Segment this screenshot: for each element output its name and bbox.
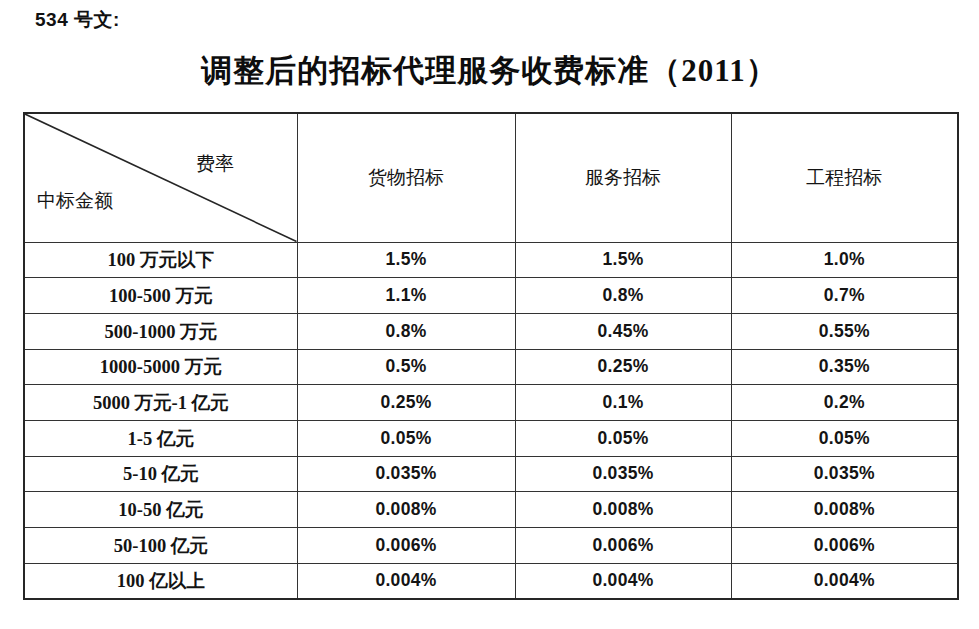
table-row: 50-100 亿元 0.006% 0.006% 0.006% xyxy=(24,528,958,564)
rate-service: 0.004% xyxy=(515,563,731,599)
table-row: 100 万元以下 1.5% 1.5% 1.0% xyxy=(24,242,958,278)
row-label: 1-5 亿元 xyxy=(24,420,297,456)
rate-service: 1.5% xyxy=(515,242,731,278)
corner-label-fee-rate: 费率 xyxy=(196,151,234,177)
rate-goods: 0.006% xyxy=(297,528,515,564)
diagonal-divider-line xyxy=(25,114,297,242)
row-label: 500-1000 万元 xyxy=(24,313,297,349)
rate-goods: 0.5% xyxy=(297,349,515,385)
document-page: 534 号文: 调整后的招标代理服务收费标准（2011） 费率 中标金额 货物招… xyxy=(0,0,979,629)
rate-engineering: 0.004% xyxy=(731,563,958,599)
table-header-row: 费率 中标金额 货物招标 服务招标 工程招标 xyxy=(24,113,958,242)
rate-goods: 0.004% xyxy=(297,563,515,599)
row-label: 5-10 亿元 xyxy=(24,456,297,492)
rate-service: 0.035% xyxy=(515,456,731,492)
rate-goods: 1.1% xyxy=(297,278,515,314)
corner-header-cell: 费率 中标金额 xyxy=(24,113,297,242)
table-row: 5-10 亿元 0.035% 0.035% 0.035% xyxy=(24,456,958,492)
row-label: 5000 万元-1 亿元 xyxy=(24,385,297,421)
rate-goods: 0.8% xyxy=(297,313,515,349)
page-title: 调整后的招标代理服务收费标准（2011） xyxy=(0,50,979,92)
rate-service: 0.1% xyxy=(515,385,731,421)
column-header-service: 服务招标 xyxy=(515,113,731,242)
fee-rate-table: 费率 中标金额 货物招标 服务招标 工程招标 100 万元以下 1.5% 1.5… xyxy=(23,112,959,600)
rate-service: 0.45% xyxy=(515,313,731,349)
table-row: 10-50 亿元 0.008% 0.008% 0.008% xyxy=(24,492,958,528)
rate-goods: 0.05% xyxy=(297,420,515,456)
rate-engineering: 0.008% xyxy=(731,492,958,528)
column-header-engineering: 工程招标 xyxy=(731,113,958,242)
rate-engineering: 0.7% xyxy=(731,278,958,314)
rate-service: 0.25% xyxy=(515,349,731,385)
doc-reference-number: 534 号文: xyxy=(35,7,120,33)
row-label: 100 亿以上 xyxy=(24,563,297,599)
rate-engineering: 1.0% xyxy=(731,242,958,278)
rate-service: 0.8% xyxy=(515,278,731,314)
table-row: 1000-5000 万元 0.5% 0.25% 0.35% xyxy=(24,349,958,385)
rate-engineering: 0.2% xyxy=(731,385,958,421)
row-label: 50-100 亿元 xyxy=(24,528,297,564)
table-row: 500-1000 万元 0.8% 0.45% 0.55% xyxy=(24,313,958,349)
table-row: 100-500 万元 1.1% 0.8% 0.7% xyxy=(24,278,958,314)
row-label: 100-500 万元 xyxy=(24,278,297,314)
row-label: 10-50 亿元 xyxy=(24,492,297,528)
column-header-goods: 货物招标 xyxy=(297,113,515,242)
rate-engineering: 0.006% xyxy=(731,528,958,564)
rate-goods: 0.035% xyxy=(297,456,515,492)
rate-engineering: 0.35% xyxy=(731,349,958,385)
rate-engineering: 0.55% xyxy=(731,313,958,349)
table-row: 5000 万元-1 亿元 0.25% 0.1% 0.2% xyxy=(24,385,958,421)
corner-label-bid-amount: 中标金额 xyxy=(37,188,113,214)
rate-service: 0.05% xyxy=(515,420,731,456)
rate-goods: 0.008% xyxy=(297,492,515,528)
table-row: 1-5 亿元 0.05% 0.05% 0.05% xyxy=(24,420,958,456)
table-row: 100 亿以上 0.004% 0.004% 0.004% xyxy=(24,563,958,599)
rate-goods: 0.25% xyxy=(297,385,515,421)
rate-service: 0.008% xyxy=(515,492,731,528)
row-label: 1000-5000 万元 xyxy=(24,349,297,385)
rate-engineering: 0.035% xyxy=(731,456,958,492)
rate-engineering: 0.05% xyxy=(731,420,958,456)
row-label: 100 万元以下 xyxy=(24,242,297,278)
rate-goods: 1.5% xyxy=(297,242,515,278)
rate-service: 0.006% xyxy=(515,528,731,564)
